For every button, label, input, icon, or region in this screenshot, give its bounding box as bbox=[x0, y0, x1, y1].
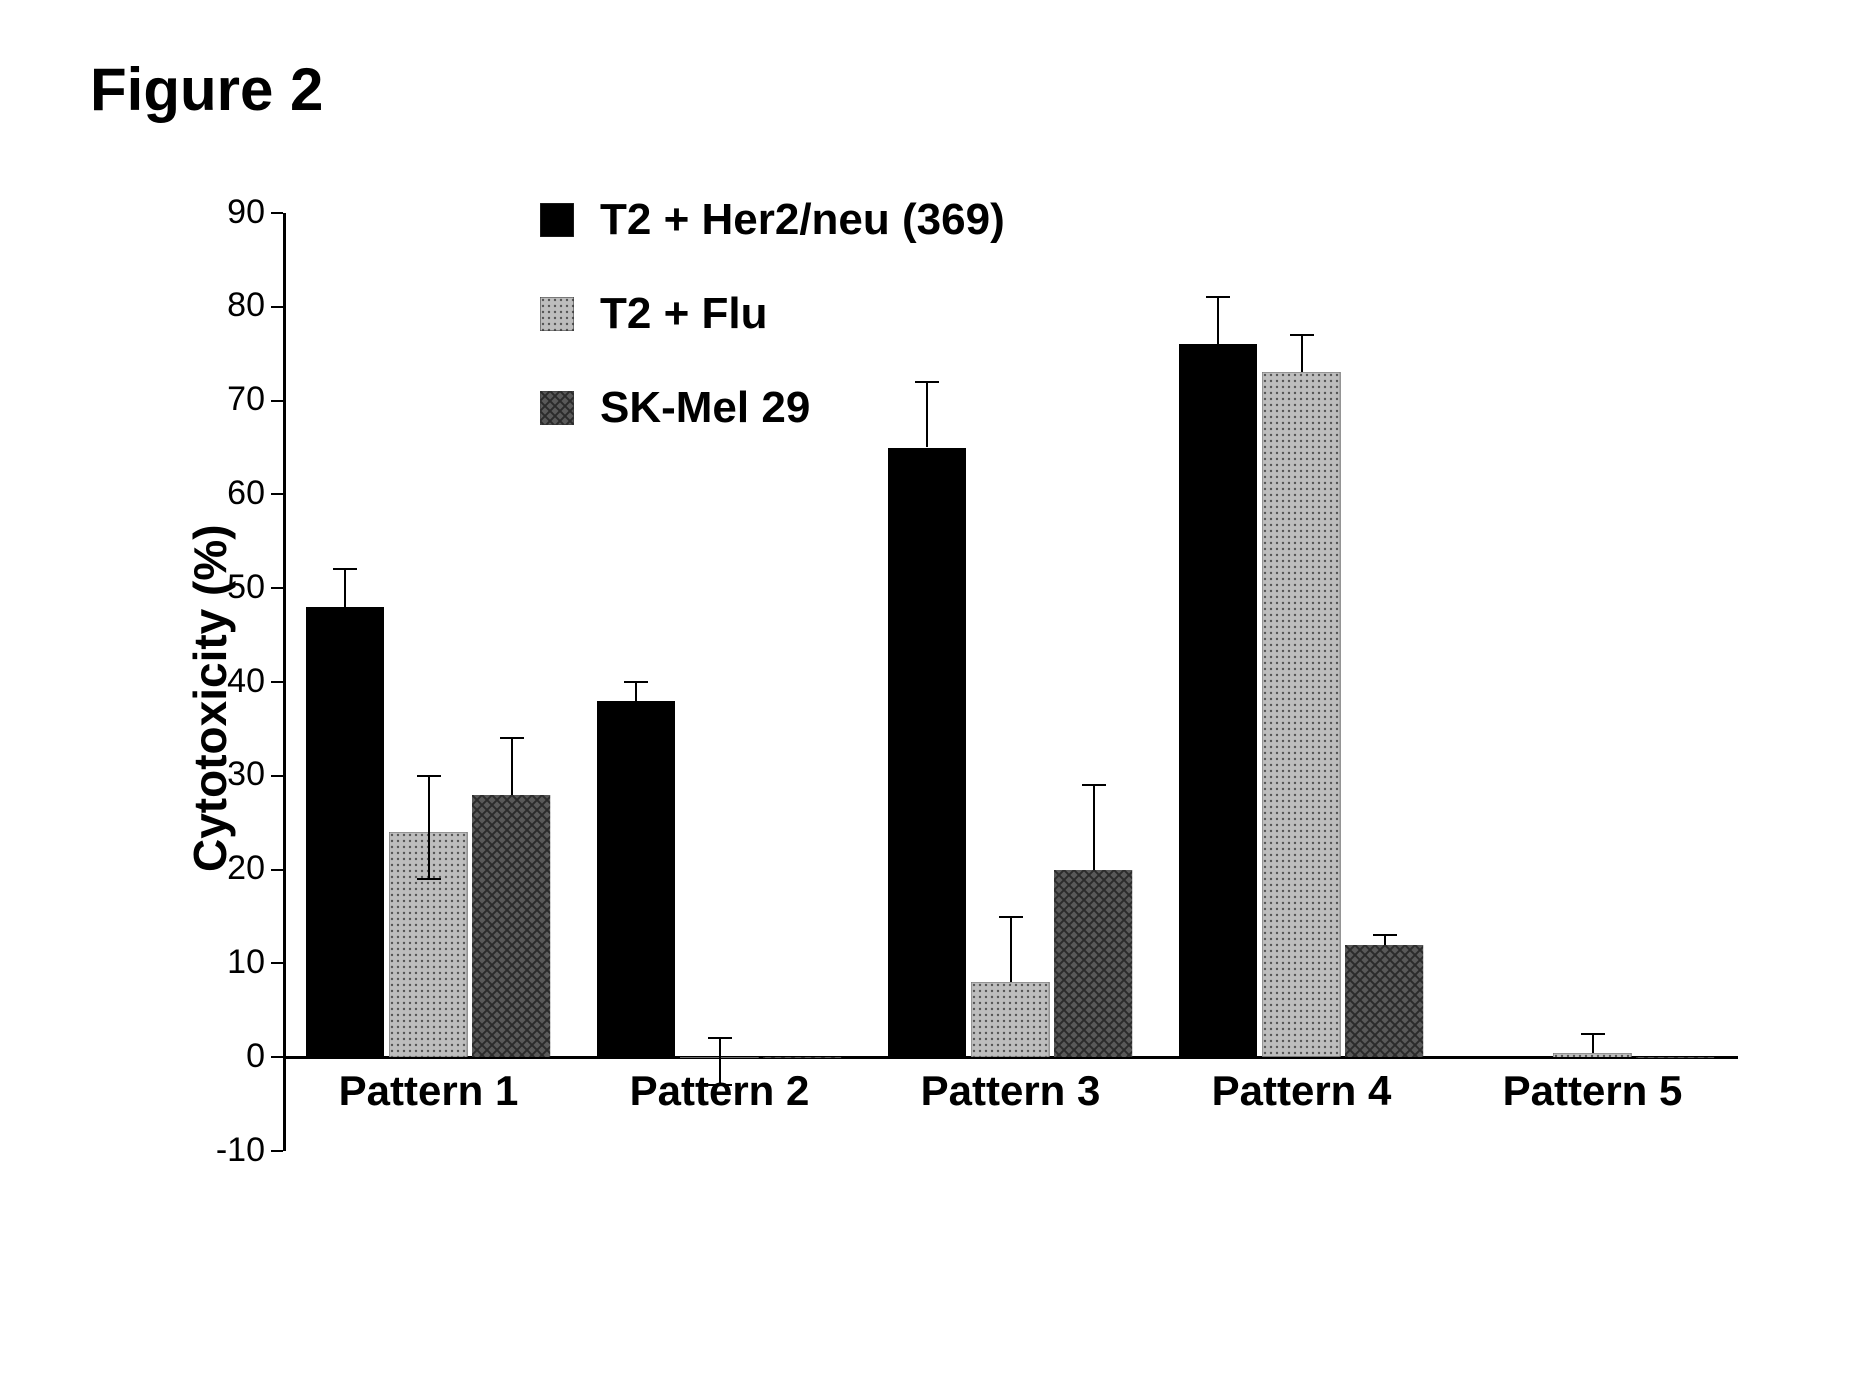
y-tick bbox=[271, 1056, 283, 1058]
bar bbox=[1179, 344, 1257, 1057]
error-bar bbox=[428, 776, 430, 879]
error-bar-cap bbox=[417, 775, 441, 777]
y-tick-label: 70 bbox=[227, 380, 265, 419]
legend-swatch bbox=[540, 203, 574, 237]
error-bar bbox=[635, 682, 637, 701]
error-bar-cap bbox=[624, 681, 648, 683]
y-tick bbox=[271, 1150, 283, 1152]
bar bbox=[971, 982, 1049, 1057]
bar bbox=[1054, 870, 1132, 1058]
y-tick bbox=[271, 869, 283, 871]
x-tick-label: Pattern 1 bbox=[283, 1067, 574, 1115]
y-tick bbox=[271, 587, 283, 589]
error-bar bbox=[1301, 335, 1303, 373]
legend-label: T2 + Flu bbox=[600, 289, 767, 339]
error-bar-cap bbox=[1206, 296, 1230, 298]
bar bbox=[1470, 1057, 1548, 1058]
y-tick bbox=[271, 400, 283, 402]
x-tick-label: Pattern 4 bbox=[1156, 1067, 1447, 1115]
y-tick bbox=[271, 775, 283, 777]
bar bbox=[888, 448, 966, 1058]
y-tick bbox=[271, 962, 283, 964]
legend-label: T2 + Her2/neu (369) bbox=[600, 195, 1005, 245]
x-tick-label: Pattern 2 bbox=[574, 1067, 865, 1115]
legend-label: SK-Mel 29 bbox=[600, 383, 810, 433]
bar bbox=[1345, 945, 1423, 1058]
error-bar bbox=[511, 738, 513, 794]
error-bar bbox=[1384, 935, 1386, 944]
error-bar-cap bbox=[915, 381, 939, 383]
error-bar-cap bbox=[1581, 1033, 1605, 1035]
legend-item: T2 + Flu bbox=[540, 289, 767, 339]
y-tick bbox=[271, 681, 283, 683]
y-axis-label: Cytotoxicity (%) bbox=[183, 524, 237, 872]
y-tick-label: 0 bbox=[246, 1037, 265, 1076]
y-tick bbox=[271, 493, 283, 495]
bar bbox=[306, 607, 384, 1057]
legend-item: T2 + Her2/neu (369) bbox=[540, 195, 1005, 245]
bar bbox=[1636, 1057, 1714, 1058]
error-bar bbox=[926, 382, 928, 448]
error-bar bbox=[1217, 297, 1219, 344]
error-bar-cap bbox=[1082, 784, 1106, 786]
page: Figure 2 -100102030405060708090Pattern 1… bbox=[0, 0, 1867, 1396]
x-tick-label: Pattern 3 bbox=[865, 1067, 1156, 1115]
legend-item: SK-Mel 29 bbox=[540, 383, 810, 433]
error-bar-cap bbox=[417, 878, 441, 880]
bar bbox=[1262, 372, 1340, 1057]
y-tick bbox=[271, 306, 283, 308]
y-tick bbox=[271, 212, 283, 214]
y-tick-label: 80 bbox=[227, 286, 265, 325]
legend-swatch bbox=[540, 297, 574, 331]
error-bar-cap bbox=[333, 568, 357, 570]
plot-area: -100102030405060708090Pattern 1Pattern 2… bbox=[175, 185, 1745, 1215]
bar bbox=[472, 795, 550, 1058]
legend-swatch bbox=[540, 391, 574, 425]
y-tick-label: 10 bbox=[227, 943, 265, 982]
error-bar-cap bbox=[1373, 934, 1397, 936]
error-bar bbox=[1010, 917, 1012, 983]
y-tick-label: 60 bbox=[227, 474, 265, 513]
error-bar-cap bbox=[999, 916, 1023, 918]
error-bar-cap bbox=[500, 737, 524, 739]
bar bbox=[597, 701, 675, 1057]
figure-title: Figure 2 bbox=[90, 55, 323, 124]
bar bbox=[1553, 1053, 1631, 1058]
error-bar bbox=[1592, 1034, 1594, 1053]
cytotoxicity-bar-chart: -100102030405060708090Pattern 1Pattern 2… bbox=[175, 185, 1745, 1215]
error-bar-cap bbox=[708, 1037, 732, 1039]
error-bar bbox=[344, 569, 346, 607]
x-tick-label: Pattern 5 bbox=[1447, 1067, 1738, 1115]
error-bar-cap bbox=[1290, 334, 1314, 336]
y-tick-label: 90 bbox=[227, 193, 265, 232]
error-bar bbox=[1093, 785, 1095, 869]
y-tick-label: -10 bbox=[216, 1131, 265, 1170]
y-axis-line bbox=[283, 213, 286, 1151]
bar bbox=[763, 1057, 841, 1058]
